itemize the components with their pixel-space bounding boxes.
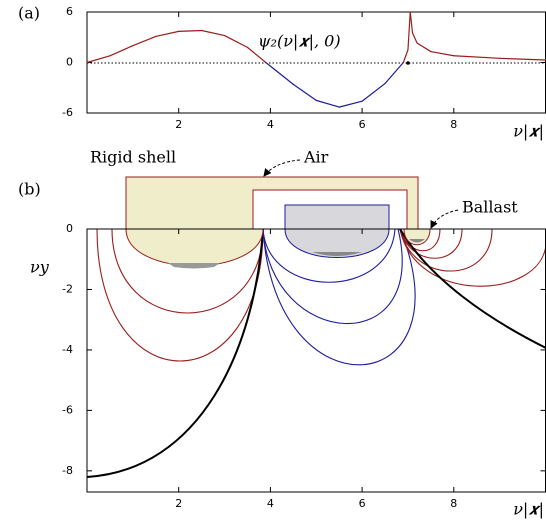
y-tick-label: 0 [66,56,73,69]
x-tick-label: 8 [450,118,457,131]
curve-segment [201,29,226,37]
x-axis-label: ν|𝒙| [513,122,544,141]
dot [406,61,410,65]
y-tick-label: -6 [62,403,73,416]
curve-segment [338,100,363,108]
x-tick-label: 8 [450,497,457,510]
bodies [125,159,459,269]
curve-segment [109,45,134,57]
curve-segment [384,61,404,85]
ballast [312,252,362,256]
curve-segment [155,30,180,38]
panel-label: (a) [18,4,40,23]
annotation: ψ₂(ν|𝒙|, 0) [258,32,341,51]
curve-segment [409,11,414,34]
streamline [87,229,264,478]
arrow [263,159,301,177]
x-tick-label: 4 [267,118,274,131]
streamline [262,229,396,283]
x-tick-label: 6 [359,118,366,131]
y-tick-label: -6 [62,106,73,119]
curve-segment [292,83,317,101]
frame-b [86,228,546,493]
curve-segment [132,35,157,47]
y-tick-label: -8 [62,464,73,477]
hull [284,204,390,258]
x-axis-label: ν|𝒙| [513,500,544,519]
y-tick-label: -4 [62,343,73,356]
y-tick-label: 0 [66,222,73,235]
curve-segment [265,61,294,85]
x-tick-label: 2 [175,497,182,510]
plot-a: 2 4 6 8 -6 0 6 [62,5,546,131]
curve-segment [407,11,411,51]
curve-segment [430,50,455,57]
ballast [168,263,220,269]
arrow [430,209,459,229]
x-tick-label: 2 [175,118,182,131]
label-shell: Rigid shell [90,148,176,167]
curve-segment [416,42,432,53]
panel-label: (b) [18,180,41,199]
streamline [399,229,463,259]
y-tick-label: 6 [66,5,73,18]
curve-segment [246,46,267,64]
curve-segment [178,29,203,32]
curve-segment [499,57,546,61]
streamline [399,229,546,287]
streamline [262,229,403,325]
streamlines [87,229,546,478]
streamline [111,229,264,314]
streamline [399,229,493,272]
label-ballast: Ballast [462,198,518,217]
curve-segment [453,55,501,59]
curve-segment [315,99,340,108]
curve-segment [402,49,409,64]
ballast [409,239,425,243]
x-tick-label: 6 [359,497,366,510]
curve-segment [411,32,418,44]
streamline [399,229,546,349]
y-tick-label: -2 [62,282,73,295]
curve-segment [223,34,249,48]
curve-segment [86,55,111,64]
hull [125,228,264,267]
plot-b: 2 4 6 8 -8 -6 -4 -2 0 [62,222,546,510]
label-air: Air [303,148,329,167]
x-tick-label: 4 [267,497,274,510]
curve-segment [361,82,386,102]
y-axis-label: νy [30,258,50,277]
streamline [262,229,416,366]
